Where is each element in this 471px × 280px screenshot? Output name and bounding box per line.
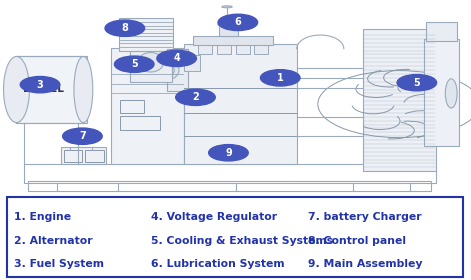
Bar — [120, 116, 160, 130]
Text: 9: 9 — [225, 148, 232, 158]
Text: 9. Main Assembley: 9. Main Assembley — [308, 260, 422, 269]
Text: 8: 8 — [122, 23, 128, 33]
Circle shape — [157, 50, 196, 67]
Circle shape — [105, 20, 145, 36]
Bar — [24, 164, 436, 183]
Bar — [254, 44, 268, 55]
Text: 5: 5 — [131, 59, 138, 69]
Bar — [16, 57, 87, 123]
Text: 6: 6 — [235, 17, 241, 27]
Circle shape — [176, 89, 215, 106]
Text: 2. Alternator: 2. Alternator — [14, 236, 92, 246]
Bar — [119, 18, 173, 51]
Text: 7: 7 — [79, 131, 86, 141]
Ellipse shape — [218, 22, 239, 27]
Text: 1: 1 — [277, 73, 284, 83]
Text: 3. Fuel System: 3. Fuel System — [14, 260, 104, 269]
Circle shape — [260, 70, 300, 86]
Ellipse shape — [445, 79, 457, 108]
Bar — [120, 100, 144, 113]
Text: 4: 4 — [173, 53, 180, 63]
Bar — [424, 39, 459, 146]
Bar — [236, 44, 250, 55]
Ellipse shape — [4, 57, 29, 123]
Bar — [130, 51, 172, 82]
Circle shape — [63, 128, 102, 144]
Bar — [167, 49, 188, 92]
Circle shape — [218, 14, 258, 31]
Circle shape — [114, 56, 154, 73]
Text: 5: 5 — [414, 78, 420, 88]
Bar — [426, 22, 457, 41]
Text: 1. Engine: 1. Engine — [14, 212, 71, 222]
Ellipse shape — [222, 6, 232, 8]
Text: 3: 3 — [37, 80, 43, 90]
Text: DIESEL: DIESEL — [23, 83, 64, 94]
Bar — [61, 147, 106, 164]
Bar — [219, 25, 238, 36]
Circle shape — [20, 76, 60, 93]
Bar — [193, 36, 273, 45]
Bar — [184, 55, 200, 71]
Bar — [184, 44, 297, 164]
Bar — [28, 181, 431, 191]
Bar — [64, 150, 82, 162]
Bar — [85, 150, 104, 162]
Text: 7. battery Charger: 7. battery Charger — [308, 212, 422, 222]
Circle shape — [397, 74, 437, 91]
Text: 6. Lubrication System: 6. Lubrication System — [151, 260, 284, 269]
Ellipse shape — [138, 53, 164, 72]
Ellipse shape — [155, 60, 179, 80]
Bar — [198, 44, 212, 55]
Bar — [217, 44, 231, 55]
Ellipse shape — [74, 57, 93, 123]
Bar — [111, 48, 184, 164]
Text: 8. Control panel: 8. Control panel — [308, 236, 406, 246]
Circle shape — [209, 144, 248, 161]
Text: 5. Cooling & Exhaust Systems: 5. Cooling & Exhaust Systems — [151, 236, 333, 246]
Text: 2: 2 — [192, 92, 199, 102]
Ellipse shape — [160, 64, 174, 76]
Text: 4. Voltage Regulator: 4. Voltage Regulator — [151, 212, 277, 222]
Bar — [363, 29, 436, 171]
